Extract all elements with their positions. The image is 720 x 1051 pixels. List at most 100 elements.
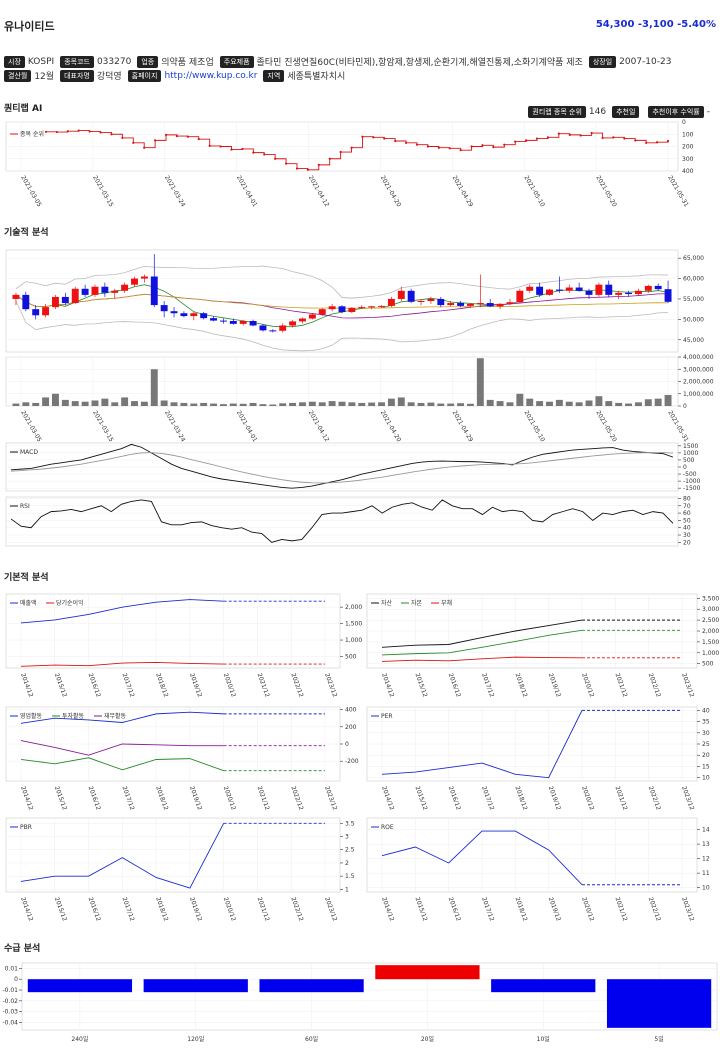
sales-legend-label: 당기순이익 <box>56 599 84 607</box>
per-xtick-label: 2017/12 <box>480 785 495 811</box>
sales-ytick-label: 1,000 <box>345 637 362 644</box>
rank-point <box>426 145 430 148</box>
volume-xtick-label: 2021-03-05 <box>19 410 43 444</box>
quantum-badges: 퀀티랩 종목 순위 146 추천일 추천이후 수익률 - <box>528 101 716 120</box>
rank-point <box>459 149 462 152</box>
per-xtick-label: 2016/12 <box>447 785 462 811</box>
assets-series-line <box>381 629 583 656</box>
rank-point <box>481 144 484 147</box>
volume-xtick-label: 2021-05-20 <box>594 410 618 444</box>
rank-ytick-label: 0 <box>682 119 686 126</box>
roe-xtick-label: 2023/12 <box>680 896 695 922</box>
sales-series-line <box>20 661 224 667</box>
info1-value-2: 의약품 제조업 <box>161 58 214 68</box>
price-candle-body <box>52 296 59 308</box>
price-candle-body <box>387 298 395 306</box>
company-name: 유나이티드 <box>4 20 55 33</box>
price-candle-body <box>140 276 148 279</box>
cashflow-series-line <box>20 740 224 756</box>
price-candle-body <box>585 290 593 295</box>
volume-bar <box>387 398 395 406</box>
price-candle-body <box>368 306 376 308</box>
supply-xtick-label: 5일 <box>654 1035 663 1043</box>
homepage-link[interactable]: http://www.kup.co.kr <box>164 70 258 81</box>
price-candle-body <box>466 303 474 306</box>
info1-value-1: 033270 <box>96 56 132 67</box>
per-series-line <box>381 710 583 779</box>
rank-point <box>230 148 233 151</box>
roe-ytick-label: 11 <box>702 870 710 877</box>
rank-point <box>514 140 517 143</box>
section-quantum: 퀀티랩 AI <box>4 104 43 114</box>
supply-ytick-label: 0.01 <box>5 965 19 972</box>
rank-xtick-label: 2021-04-12 <box>307 175 331 209</box>
rank-point <box>612 136 615 139</box>
quantum-badge-value-2: - <box>706 106 710 117</box>
rank-xtick-label: 2021-05-20 <box>594 175 618 209</box>
sales-ytick-label: 500 <box>345 653 357 660</box>
section-supply: 수급 분석 <box>4 944 41 954</box>
price-candle-body <box>259 325 267 331</box>
rank-xtick-label: 2021-05-10 <box>522 175 546 209</box>
cashflow-series-line <box>20 757 224 772</box>
price-candle-body <box>427 298 435 301</box>
macd-ytick-label: 0 <box>683 464 687 471</box>
sales-xtick-label: 2014/12 <box>19 672 34 698</box>
rank-xtick-label: 2021-05-31 <box>666 175 690 209</box>
volume-bar <box>269 404 277 406</box>
info-row-1: 시장 KOSPI 종목코드 033270 업종 의약품 제조업 주요제품 졸타민 진생연질60… <box>4 51 677 70</box>
rank-point <box>415 143 419 146</box>
price-candle-body <box>101 286 109 293</box>
assets-xtick-label: 2023/12 <box>680 672 695 698</box>
sales-xtick-label: 2021/12 <box>256 672 271 698</box>
price-candle-body <box>61 296 69 304</box>
price-candle-body <box>338 306 346 313</box>
rank-point <box>437 146 440 149</box>
per-xtick-label: 2018/12 <box>513 785 528 811</box>
price-candle-body <box>664 289 672 302</box>
volume-xtick-label: 2021-04-12 <box>307 410 331 444</box>
per-ytick-label: 10 <box>702 775 710 782</box>
per-xtick-label: 2014/12 <box>380 785 395 811</box>
volume-xtick-label: 2021-03-24 <box>163 410 187 444</box>
info-row-2: 결산월 12월 대표자명 강덕영 홈페이지 http://www.kup.co.kr 지역 세… <box>4 65 351 84</box>
per-xtick-label: 2022/12 <box>647 785 662 811</box>
per-xtick-label: 2023/12 <box>680 785 695 811</box>
price-candle-body <box>476 303 484 305</box>
volume-bar <box>457 403 465 406</box>
info2-value-1: 강덕영 <box>96 72 122 82</box>
pbr-ytick-label: 3 <box>345 834 349 841</box>
volume-bar <box>476 358 484 406</box>
cashflow-xtick-label: 2015/12 <box>53 785 68 811</box>
rank-point <box>252 151 255 154</box>
volume-bar <box>200 402 208 406</box>
price-candle-body <box>308 314 316 319</box>
assets-xtick-label: 2019/12 <box>547 672 562 698</box>
volume-ytick-label: 4,000,000 <box>683 354 714 361</box>
price-ytick-label: 65,000 <box>683 255 704 262</box>
volume-bar <box>378 402 385 406</box>
info1-tag-2: 업종 <box>137 55 159 68</box>
rank-point <box>55 130 59 134</box>
per-ytick-label: 15 <box>702 763 710 770</box>
volume-bar <box>358 402 366 406</box>
sales-ytick-label: 1,500 <box>345 621 362 628</box>
volume-bar <box>625 403 632 406</box>
volume-bar <box>417 402 425 406</box>
supply-bar <box>143 979 248 993</box>
assets-series-line <box>381 656 583 662</box>
rank-point <box>186 135 189 138</box>
rank-legend-label: 종목 순위 <box>20 130 44 138</box>
rank-point <box>88 130 91 133</box>
rank-point <box>525 139 528 142</box>
roe-frame <box>366 817 698 893</box>
supply-ytick-label: 0 <box>14 976 18 983</box>
rsi-series-line <box>10 499 674 543</box>
quantum-badge-tag-0: 퀀티랩 종목 순위 <box>528 105 586 118</box>
volume-bar <box>555 399 563 406</box>
volume-ytick-label: 0 <box>683 403 687 410</box>
rank-point <box>99 131 102 134</box>
volume-bar <box>289 402 297 406</box>
info1-tag-1: 종목코드 <box>60 55 94 68</box>
volume-bar <box>634 402 642 406</box>
